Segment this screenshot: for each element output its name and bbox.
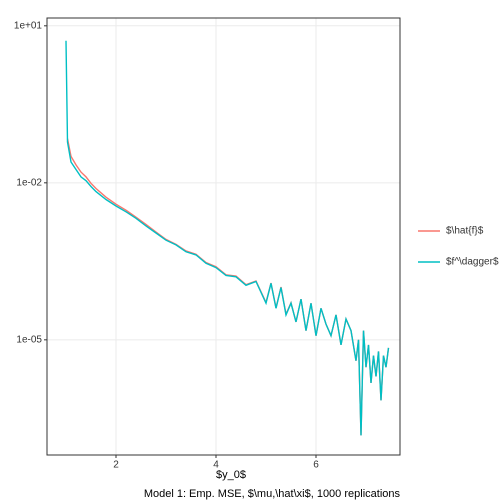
y-tick-label: 1e+01	[14, 20, 43, 31]
line	[65, 40, 390, 436]
caption: Model 1: Emp. MSE, $\mu,\hat\xi$, 1000 r…	[144, 488, 401, 500]
x-tick-label: 6	[313, 460, 319, 471]
x-tick-label: 4	[213, 460, 219, 471]
plot-border	[46, 17, 401, 456]
x-axis-label: $y_0$	[216, 469, 246, 481]
y-tick-label: 1e-05	[16, 334, 42, 345]
y-tick-label: 1e-02	[16, 177, 42, 188]
legend-label: $\hat{f}$	[446, 226, 484, 237]
x-tick-label: 2	[113, 460, 119, 471]
legend-label: $f^\dagger$	[446, 257, 499, 268]
